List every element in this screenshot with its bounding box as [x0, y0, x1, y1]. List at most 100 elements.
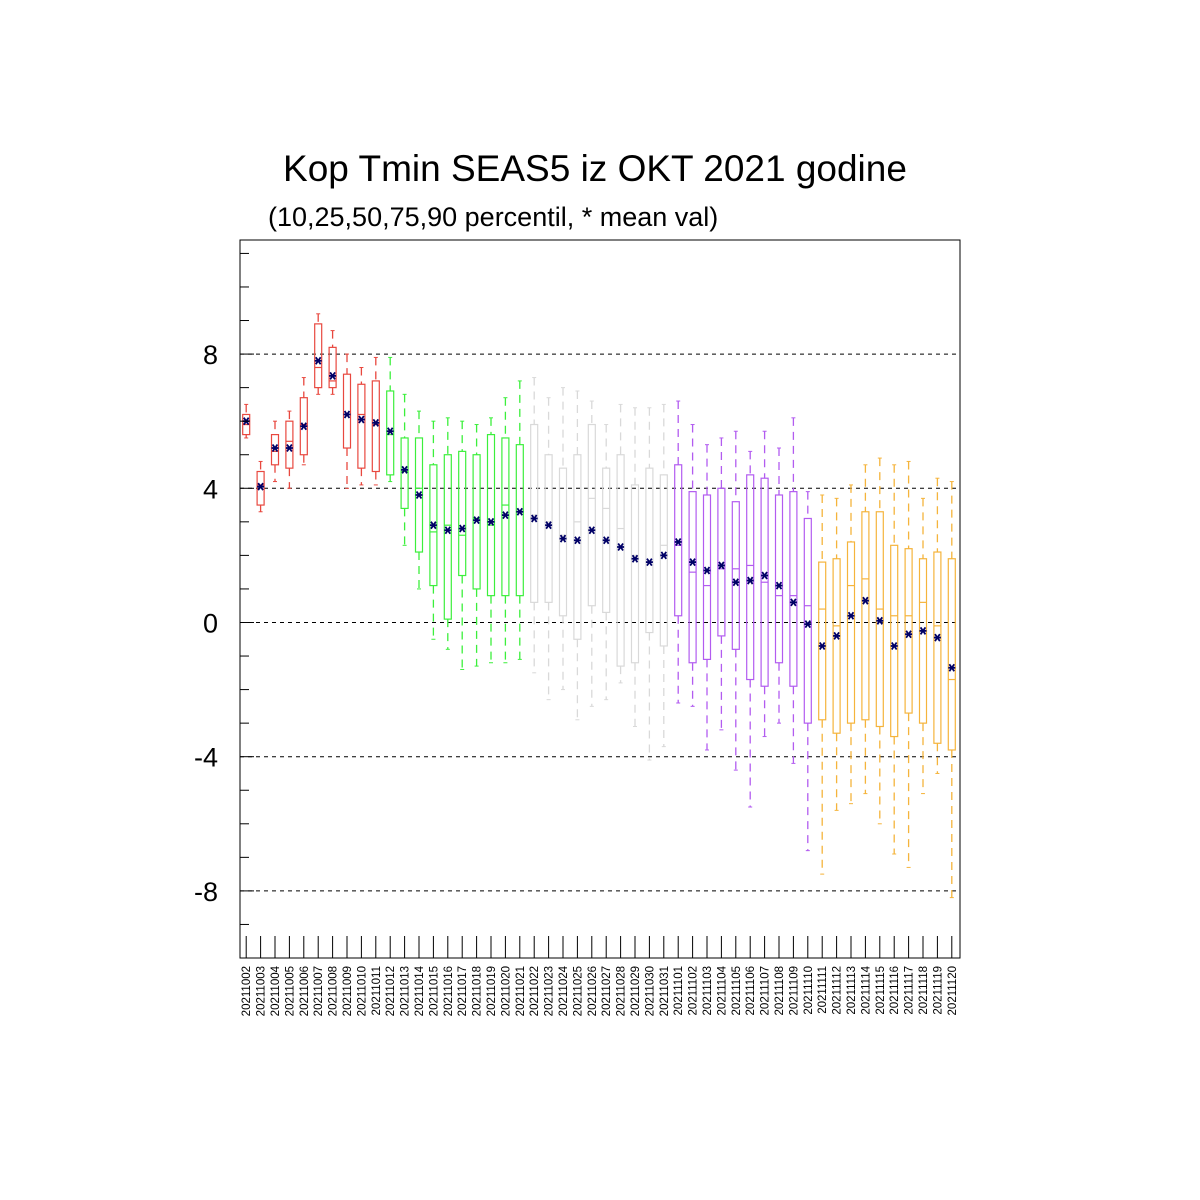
x-tick-label: 20211009	[342, 966, 354, 1016]
x-tick-label: 20211024	[558, 965, 570, 1016]
mean-marker	[775, 581, 783, 590]
x-tick-label: 20211114	[860, 965, 872, 1014]
mean-marker	[487, 517, 495, 526]
iqr-box	[573, 454, 582, 640]
iqr-box	[702, 494, 712, 660]
mean-marker	[617, 542, 625, 552]
x-tick-label: 20211120	[947, 966, 959, 1015]
x-tick-label: 20211116	[889, 966, 901, 1015]
iqr-box	[558, 467, 568, 617]
x-tick-label: 20211105	[731, 966, 743, 1015]
x-tick-label: 20211103	[702, 966, 714, 1015]
x-tick-label: 20211023	[544, 966, 556, 1016]
mean-marker	[602, 536, 610, 545]
x-tick-label: 20211020	[500, 966, 512, 1016]
x-tick-label: 20211003	[256, 966, 268, 1016]
iqr-box	[861, 511, 870, 721]
mean-marker	[516, 507, 524, 516]
x-tick-label: 20211016	[443, 966, 455, 1016]
x-tick-label: 20211031	[659, 966, 671, 1016]
x-tick-label: 20211107	[760, 966, 772, 1015]
x-tick-label: 20211006	[299, 966, 311, 1016]
mean-marker	[444, 526, 452, 535]
iqr-box	[472, 454, 481, 590]
mean-marker	[933, 633, 941, 642]
mean-marker	[386, 427, 394, 436]
iqr-box	[501, 437, 510, 597]
mean-marker	[890, 641, 898, 650]
iqr-box	[846, 541, 856, 724]
mean-marker	[573, 536, 581, 545]
iqr-box	[904, 548, 913, 714]
plot-frame	[239, 239, 961, 959]
iqr-box	[933, 551, 942, 744]
iqr-box	[717, 487, 726, 637]
mean-marker	[732, 578, 740, 587]
iqr-box	[486, 433, 496, 597]
y-tick-label: 8	[203, 340, 218, 370]
mean-marker	[501, 511, 509, 520]
x-tick-label: 20211118	[918, 966, 930, 1015]
iqr-box	[386, 390, 395, 476]
mean-marker	[559, 534, 567, 543]
mean-marker	[833, 631, 841, 640]
x-tick-label: 20211030	[644, 966, 656, 1016]
mean-marker	[545, 521, 553, 530]
iqr-box	[890, 544, 899, 738]
mean-marker	[761, 571, 769, 580]
iqr-box	[544, 454, 553, 603]
iqr-box	[688, 491, 697, 664]
iqr-box	[328, 346, 337, 389]
y-tick-label: 0	[203, 608, 218, 638]
x-tick-label: 20211026	[587, 966, 599, 1016]
iqr-box	[630, 484, 640, 664]
mean-marker	[861, 596, 869, 605]
mean-marker	[948, 663, 956, 672]
mean-marker	[271, 444, 279, 453]
x-tick-label: 20211007	[313, 966, 325, 1016]
iqr-box	[789, 491, 798, 687]
iqr-box	[256, 470, 265, 506]
mean-marker	[905, 630, 913, 639]
x-tick-label: 20211017	[457, 966, 469, 1016]
mean-marker	[804, 620, 812, 629]
x-tick-label: 20211112	[832, 966, 844, 1015]
mean-marker	[285, 444, 293, 453]
x-tick-label: 20211013	[400, 966, 412, 1016]
iqr-box	[674, 464, 683, 617]
mean-marker	[674, 537, 682, 546]
x-tick-label: 20211004	[270, 965, 282, 1016]
x-tick-label: 20211012	[385, 966, 397, 1016]
mean-marker	[876, 616, 884, 625]
x-tick-label: 20211106	[745, 966, 757, 1015]
grid-lines	[240, 353, 960, 892]
x-tick-label: 20211008	[328, 966, 340, 1016]
mean-marker	[329, 371, 337, 380]
mean-marker	[401, 465, 409, 474]
iqr-box	[731, 501, 740, 650]
x-tick-label: 20211109	[788, 966, 800, 1015]
x-tick-label: 20211005	[284, 966, 296, 1016]
mean-marker	[631, 554, 639, 563]
mean-marker	[703, 566, 711, 575]
x-tick-label: 20211010	[356, 966, 368, 1016]
mean-marker	[689, 558, 697, 567]
x-tick-label: 20211021	[515, 966, 527, 1016]
x-tick-label: 20211110	[803, 966, 815, 1015]
x-tick-label: 20211111	[817, 966, 829, 1014]
mean-marker	[314, 356, 322, 365]
mean-marker	[458, 524, 466, 533]
iqr-box	[371, 380, 380, 473]
x-tick-label: 20211015	[428, 966, 440, 1016]
iqr-box	[746, 474, 755, 681]
mean-markers	[242, 356, 956, 672]
box-series	[242, 313, 956, 899]
x-tick-label: 20211011	[371, 966, 383, 1015]
x-tick-label: 20211018	[472, 966, 484, 1016]
mean-marker	[588, 526, 596, 535]
mean-marker	[919, 626, 927, 635]
iqr-box	[314, 323, 323, 389]
x-tick-label: 20211101	[673, 966, 685, 1015]
x-tick-label: 20211108	[774, 966, 786, 1015]
